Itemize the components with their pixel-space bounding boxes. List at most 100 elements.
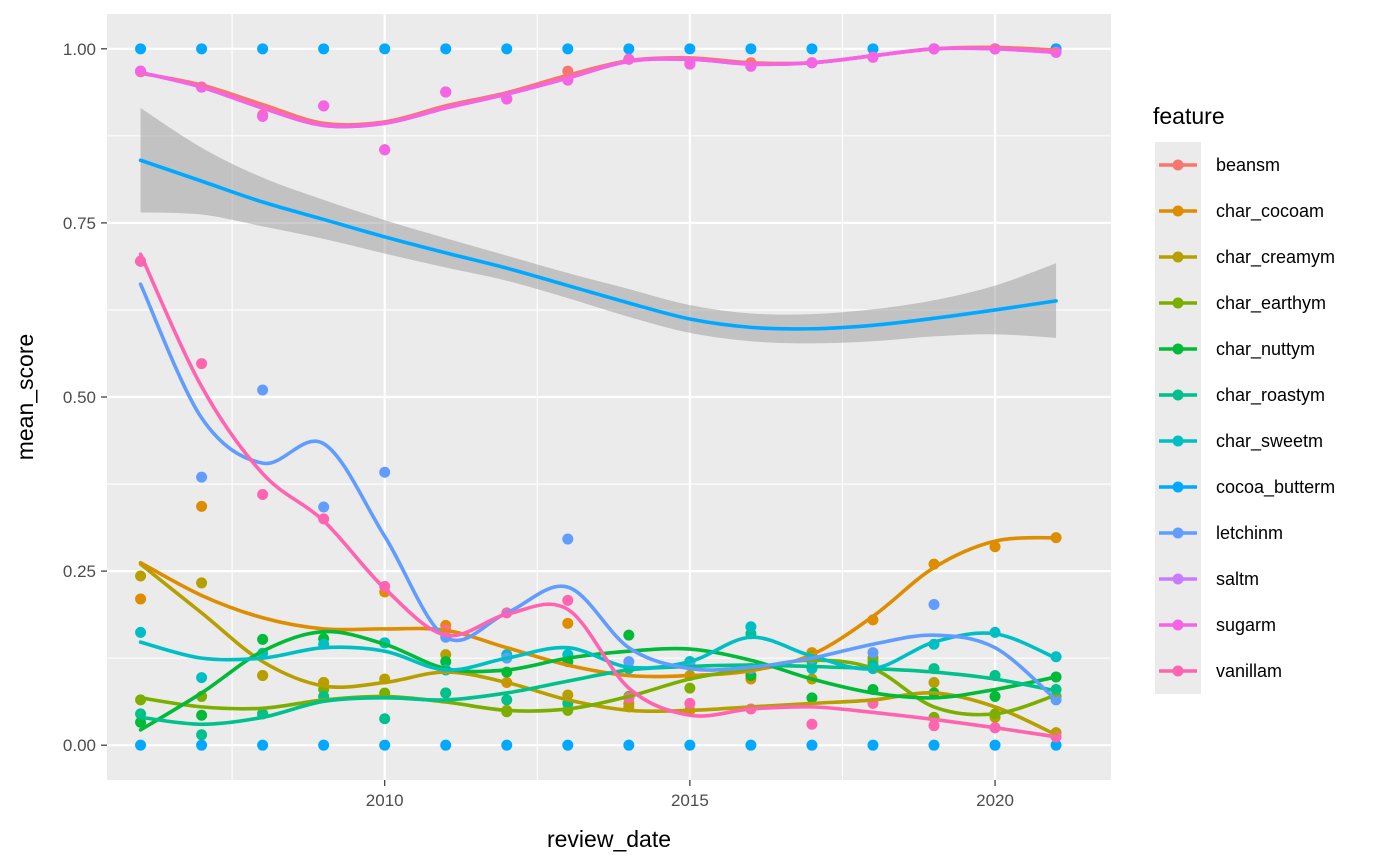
point-char_cocoam — [135, 593, 147, 605]
legend-key-point — [1172, 159, 1184, 171]
legend-item-char_cocoam: char_cocoam — [1159, 201, 1324, 222]
x-axis: 2010 2015 2020 — [366, 780, 1014, 810]
smooth-line-char_nuttym — [138, 629, 1058, 732]
legend-label: cocoa_butterm — [1216, 477, 1335, 498]
y-axis: 0.00 0.25 0.50 0.75 1.00 — [63, 40, 107, 755]
point-cocoa_butterm — [1050, 739, 1062, 751]
point-char_creamym — [135, 570, 147, 582]
legend-item-char_earthym: char_earthym — [1159, 293, 1326, 314]
legend-label: char_roastym — [1216, 385, 1325, 406]
x-tick-label: 2015 — [671, 791, 709, 810]
point-cocoa_butterm — [501, 739, 513, 751]
smooth-line-char_earthym — [138, 658, 1058, 717]
legend-label: letchinm — [1216, 523, 1283, 543]
point-letchinm — [379, 466, 391, 478]
point-cocoa_butterm — [684, 739, 696, 751]
legend-key-point — [1172, 481, 1184, 493]
smooth-line-char_cocoam — [138, 535, 1058, 679]
legend-label: char_earthym — [1216, 293, 1326, 314]
point-letchinm — [257, 384, 269, 396]
legend-key-point — [1172, 205, 1184, 217]
point-cocoa_butterm — [135, 43, 147, 55]
point-vanillam — [928, 720, 940, 732]
point-cocoa_butterm — [318, 43, 330, 55]
legend-key-point — [1172, 435, 1184, 447]
point-char_creamym — [196, 577, 208, 589]
point-char_nuttym — [196, 709, 208, 721]
point-char_creamym — [257, 670, 269, 682]
point-cocoa_butterm — [257, 43, 269, 55]
point-letchinm — [562, 533, 574, 545]
legend-label: char_sweetm — [1216, 431, 1323, 452]
legend-key-point — [1172, 251, 1184, 263]
legend-title: feature — [1153, 103, 1225, 129]
smooth-line-vanillam — [138, 252, 1058, 739]
point-char_cocoam — [196, 500, 208, 512]
y-tick-label: 0.00 — [63, 736, 96, 755]
legend-item-char_roastym: char_roastym — [1159, 385, 1325, 406]
smooth-line-cocoa_butterm — [138, 158, 1058, 331]
legend-key-background — [1155, 142, 1201, 694]
point-cocoa_butterm — [928, 739, 940, 751]
point-char_nuttym — [257, 633, 269, 645]
legend-label: vanillam — [1216, 661, 1282, 681]
smooth-line-char_roastym — [138, 663, 1058, 727]
point-char_nuttym — [989, 690, 1001, 702]
legend-items: beansm char_cocoam char_creamym char_earthy… — [1159, 155, 1335, 681]
legend-label: saltm — [1216, 569, 1259, 589]
legend-key-point — [1172, 389, 1184, 401]
legend-item-vanillam: vanillam — [1159, 661, 1282, 681]
legend-key-point — [1172, 297, 1184, 309]
point-char_nuttym — [806, 692, 818, 704]
legend-item-sugarm: sugarm — [1159, 615, 1276, 635]
confidence-band-cocoa_butterm — [140, 108, 1057, 344]
point-cocoa_butterm — [135, 739, 147, 751]
legend-label: beansm — [1216, 155, 1280, 175]
point-vanillam — [257, 488, 269, 500]
point-cocoa_butterm — [867, 43, 879, 55]
point-cocoa_butterm — [867, 739, 879, 751]
point-cocoa_butterm — [440, 43, 452, 55]
point-cocoa_butterm — [440, 739, 452, 751]
grid-lines — [107, 14, 1111, 780]
point-char_roastym — [379, 713, 391, 725]
point-cocoa_butterm — [806, 739, 818, 751]
point-char_roastym — [440, 687, 452, 699]
point-char_roastym — [501, 694, 513, 706]
point-letchinm — [867, 647, 879, 659]
legend-item-char_creamym: char_creamym — [1159, 247, 1335, 268]
legend-item-beansm: beansm — [1159, 155, 1280, 175]
legend-label: char_nuttym — [1216, 339, 1315, 360]
point-char_nuttym — [623, 629, 635, 641]
legend-key-point — [1172, 619, 1184, 631]
point-char_sweetm — [135, 626, 147, 638]
point-cocoa_butterm — [623, 43, 635, 55]
x-tick-label: 2010 — [366, 791, 404, 810]
point-cocoa_butterm — [684, 43, 696, 55]
legend-item-char_nuttym: char_nuttym — [1159, 339, 1315, 360]
point-char_earthym — [684, 682, 696, 694]
point-cocoa_butterm — [257, 739, 269, 751]
point-char_sweetm — [745, 621, 757, 633]
point-vanillam — [684, 697, 696, 709]
point-cocoa_butterm — [501, 43, 513, 55]
point-char_cocoam — [562, 617, 574, 629]
point-vanillam — [806, 718, 818, 730]
legend-key-point — [1172, 665, 1184, 677]
point-cocoa_butterm — [562, 43, 574, 55]
point-sugarm — [318, 100, 330, 112]
smooth-line-letchinm — [138, 282, 1058, 702]
point-letchinm — [318, 501, 330, 513]
smooth-line-layer — [138, 45, 1058, 739]
y-tick-label: 1.00 — [63, 40, 96, 59]
legend-item-char_sweetm: char_sweetm — [1159, 431, 1323, 452]
legend: feature beansm char_cocoam char_creamymcha… — [1153, 103, 1335, 694]
point-char_nuttym — [440, 656, 452, 668]
point-cocoa_butterm — [623, 739, 635, 751]
point-letchinm — [928, 599, 940, 611]
point-char_creamym — [928, 677, 940, 689]
smooth-line-sugarm — [138, 46, 1058, 129]
point-cocoa_butterm — [562, 739, 574, 751]
x-axis-title: review_date — [547, 826, 671, 852]
